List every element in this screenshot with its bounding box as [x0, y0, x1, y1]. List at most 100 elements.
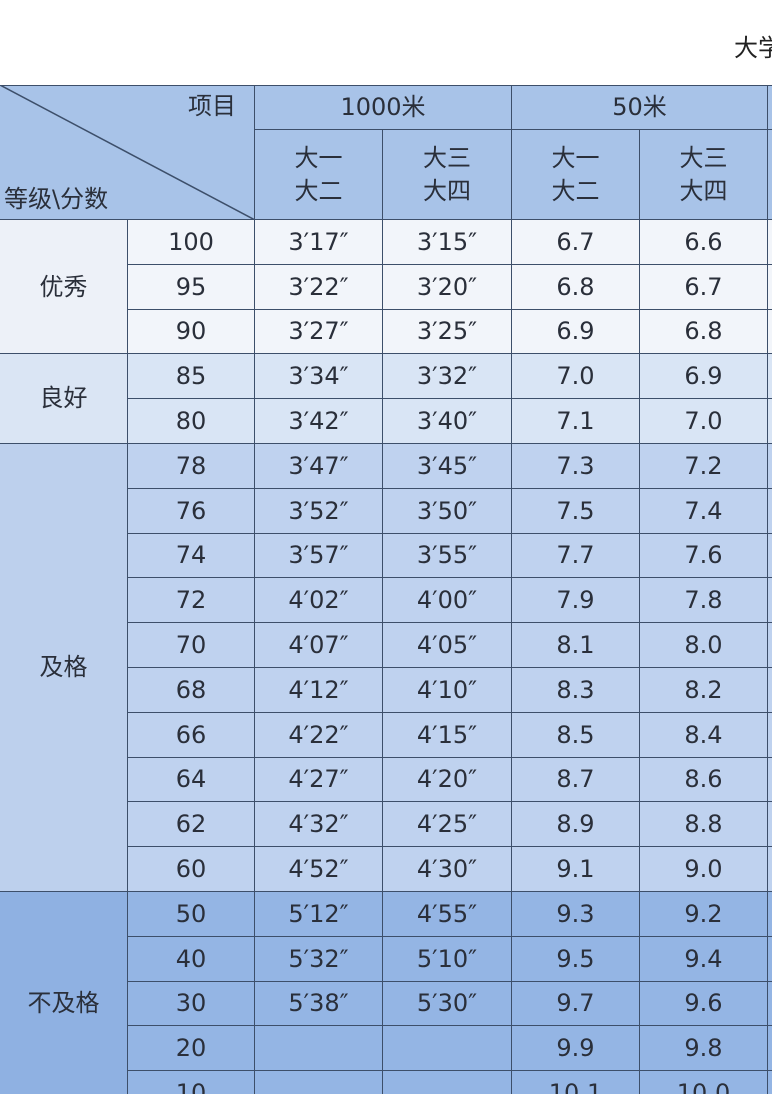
- sub-header: 大一 大二: [255, 130, 383, 220]
- cell-text: 7.4: [684, 496, 723, 525]
- cell-text: 7.2: [684, 451, 723, 480]
- grade-label: 良好: [39, 384, 88, 413]
- cell-text: 6.7: [556, 227, 595, 256]
- table-cell: [768, 802, 772, 848]
- table-cell: [768, 488, 772, 534]
- table-cell: 74: [128, 533, 255, 579]
- table-cell: 64: [128, 757, 255, 803]
- table-cell: 20: [128, 1026, 255, 1072]
- table-cell: [383, 1071, 512, 1094]
- table-cell: 85: [128, 354, 255, 400]
- table-cell: 7.9: [512, 578, 640, 624]
- table-cell: 100: [128, 220, 255, 265]
- cell-text: 30: [175, 989, 207, 1018]
- cell-text: 4′32″: [288, 810, 349, 839]
- table-cell: 3′15″: [383, 220, 512, 265]
- table-cell: 7.5: [512, 488, 640, 534]
- cell-text: 72: [175, 586, 207, 615]
- cell-text: 3′25″: [416, 317, 478, 346]
- table-cell: 5′30″: [383, 981, 512, 1027]
- table-cell: 8.6: [640, 757, 768, 803]
- table-cell: 8.3: [512, 668, 640, 713]
- table-cell: 4′12″: [255, 668, 383, 713]
- table-cell: 8.0: [640, 623, 768, 668]
- cell-text: 5′10″: [416, 944, 478, 973]
- group-label: 50米: [612, 93, 667, 122]
- cell-text: 10.0: [676, 1078, 731, 1094]
- table-cell: 3′32″: [383, 354, 512, 400]
- cell-text: 7.3: [556, 451, 595, 480]
- cell-text: 40: [175, 944, 207, 973]
- table-cell: [255, 1026, 383, 1072]
- cell-text: 7.0: [684, 406, 723, 435]
- table-cell: 4′30″: [383, 847, 512, 892]
- table-cell: [768, 892, 772, 937]
- cell-text: 6.8: [684, 317, 723, 346]
- table-cell: [768, 220, 772, 265]
- table-cell: [768, 1026, 772, 1072]
- cell-text: 3′50″: [416, 496, 478, 525]
- cell-text: 64: [175, 765, 207, 794]
- header-cell: [768, 85, 772, 130]
- table-cell: 3′25″: [383, 309, 512, 355]
- cell-text: 9.1: [556, 854, 595, 883]
- table-cell: [768, 757, 772, 803]
- table-cell: 9.4: [640, 936, 768, 982]
- sub-header-line: 大二: [294, 176, 343, 205]
- table-cell: [768, 533, 772, 579]
- table-cell: 4′32″: [255, 802, 383, 848]
- table-cell: 4′02″: [255, 578, 383, 624]
- grade-cell: 优秀: [0, 220, 128, 355]
- table-cell: 9.8: [640, 1026, 768, 1072]
- table-cell: [768, 847, 772, 892]
- table-cell: 3′42″: [255, 399, 383, 444]
- table-cell: 80: [128, 399, 255, 444]
- group-header: 50米: [512, 85, 768, 130]
- cell-text: 4′02″: [288, 586, 349, 615]
- table-cell: 72: [128, 578, 255, 624]
- table-cell: [768, 309, 772, 355]
- table-cell: 6.9: [640, 354, 768, 400]
- table-cell: 7.1: [512, 399, 640, 444]
- table-cell: 9.3: [512, 892, 640, 937]
- sub-header-line: 大四: [679, 176, 728, 205]
- cell-text: 4′15″: [416, 720, 478, 749]
- table-cell: 4′52″: [255, 847, 383, 892]
- sub-header: 大三 大四: [383, 130, 512, 220]
- table-cell: 95: [128, 264, 255, 310]
- cell-text: 78: [175, 451, 207, 480]
- cell-text: 3′40″: [416, 406, 478, 435]
- table-cell: 9.0: [640, 847, 768, 892]
- table-cell: 8.4: [640, 712, 768, 758]
- table-cell: 4′15″: [383, 712, 512, 758]
- table-cell: 76: [128, 488, 255, 534]
- grade-cell: 及格: [0, 444, 128, 892]
- cell-text: 3′55″: [416, 541, 478, 570]
- grade-label: 优秀: [39, 272, 88, 301]
- cell-text: 8.0: [684, 630, 723, 659]
- table-cell: [768, 444, 772, 489]
- table-cell: 4′07″: [255, 623, 383, 668]
- table-cell: [255, 1071, 383, 1094]
- table-cell: [768, 623, 772, 668]
- table-cell: 7.8: [640, 578, 768, 624]
- table-cell: 5′32″: [255, 936, 383, 982]
- cell-text: 5′38″: [288, 989, 349, 1018]
- cell-text: 6.9: [684, 362, 723, 391]
- cell-text: 9.6: [684, 989, 723, 1018]
- table-cell: 6.8: [512, 264, 640, 310]
- table-cell: 8.2: [640, 668, 768, 713]
- table-cell: 6.6: [640, 220, 768, 265]
- table-cell: [768, 936, 772, 982]
- cell-text: 5′12″: [288, 899, 349, 928]
- cell-text: 4′27″: [288, 765, 349, 794]
- cell-text: 3′45″: [416, 451, 478, 480]
- table-cell: 4′10″: [383, 668, 512, 713]
- table-cell: [768, 578, 772, 624]
- table-cell: 7.0: [512, 354, 640, 400]
- cell-text: 8.9: [556, 810, 595, 839]
- cell-text: 4′07″: [288, 630, 349, 659]
- table-cell: 9.6: [640, 981, 768, 1027]
- table-cell: 68: [128, 668, 255, 713]
- table-cell: 7.7: [512, 533, 640, 579]
